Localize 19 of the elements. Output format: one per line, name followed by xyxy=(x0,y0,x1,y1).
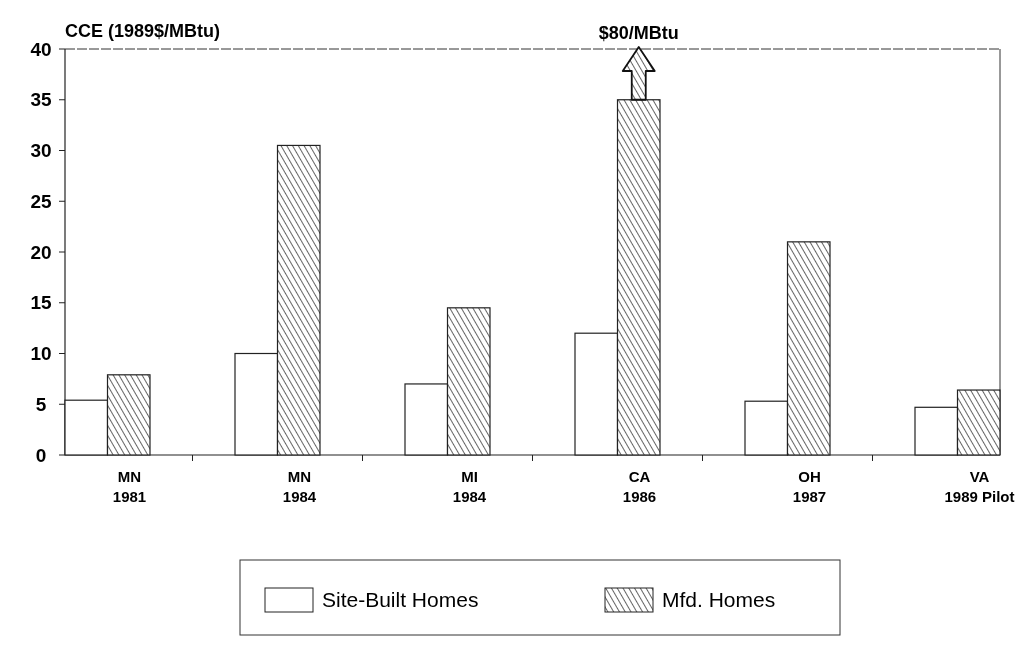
legend-label: Site-Built Homes xyxy=(322,588,479,612)
y-tick-label: 20 xyxy=(30,241,52,263)
legend-label: Mfd. Homes xyxy=(662,588,776,612)
y-tick-label: 10 xyxy=(30,343,52,365)
x-tick-label: MI 1984 xyxy=(452,468,487,505)
text: $80/MBtu xyxy=(598,23,679,43)
y-tick-label: 5 xyxy=(35,393,47,415)
y-axis-title: CCE (1989$/MBtu) xyxy=(65,21,221,41)
y-tick-label: 40 xyxy=(30,38,52,60)
x-tick-label: MN 1981 xyxy=(112,468,147,505)
y-tick-label: 25 xyxy=(30,190,52,212)
y-tick-label: 35 xyxy=(30,89,52,111)
x-tick-label: OH 1987 xyxy=(792,468,827,505)
y-tick-label: 15 xyxy=(30,292,52,314)
y-tick-label: 0 xyxy=(35,444,47,466)
x-tick-label: MN 1984 xyxy=(282,468,317,505)
y-tick-label: 30 xyxy=(30,140,52,162)
x-tick-label: CA 1986 xyxy=(622,468,657,505)
x-tick-label: VA 1989 Pilot xyxy=(944,468,1015,505)
